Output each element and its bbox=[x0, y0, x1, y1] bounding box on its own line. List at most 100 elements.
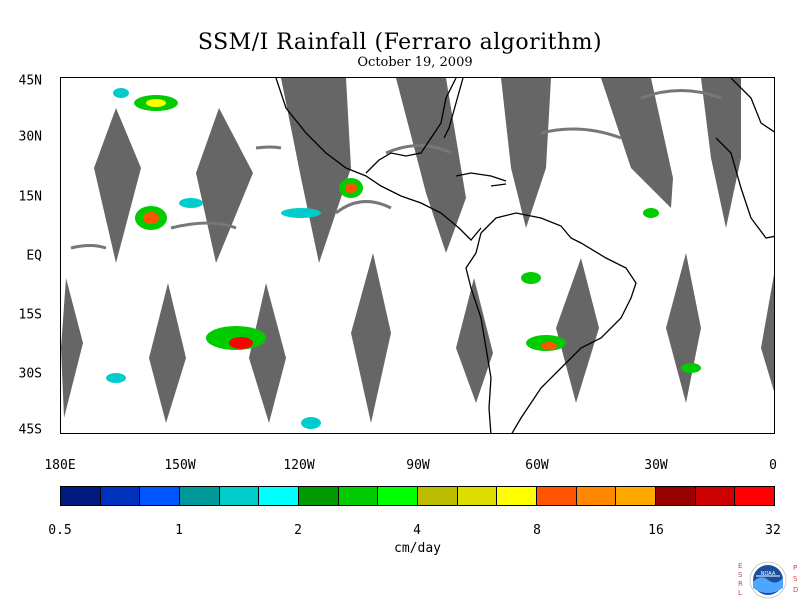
swath-gaps-south bbox=[61, 253, 774, 423]
y-axis-label: 45N bbox=[18, 73, 42, 89]
swath-arc bbox=[540, 127, 622, 140]
coastline-south-america-east bbox=[480, 212, 637, 433]
colorbar-tick-label: 32 bbox=[765, 523, 781, 538]
y-axis-label: 45S bbox=[18, 422, 42, 438]
colorbar-swatch bbox=[616, 487, 657, 505]
swath-gap bbox=[761, 274, 774, 392]
swath-gap bbox=[601, 78, 673, 208]
rain-cell bbox=[643, 208, 659, 218]
colorbar-tick-label: 4 bbox=[413, 523, 421, 538]
rain-cell bbox=[541, 342, 557, 350]
y-axis-label: EQ bbox=[26, 248, 42, 264]
colorbar-swatch bbox=[735, 487, 775, 505]
colorbar-swatch bbox=[497, 487, 538, 505]
noaa-logo-text: NOAA bbox=[761, 571, 776, 577]
colorbar-swatch bbox=[180, 487, 220, 505]
coastline-africa-west bbox=[715, 137, 774, 239]
swath-gap bbox=[701, 78, 741, 228]
colorbar-tick-label: 2 bbox=[294, 523, 302, 538]
x-axis-label: 0 bbox=[769, 458, 777, 473]
rain-cell bbox=[229, 337, 253, 349]
colorbar-swatch bbox=[656, 487, 696, 505]
x-axis-label: 30W bbox=[644, 458, 668, 473]
swath-gap bbox=[149, 283, 186, 423]
x-axis-label: 60W bbox=[525, 458, 549, 473]
swath-gap bbox=[666, 253, 701, 403]
x-axis-label: 150W bbox=[164, 458, 196, 473]
colorbar-swatch bbox=[537, 487, 577, 505]
swath-gaps-north bbox=[94, 78, 741, 263]
colorbar-tick-label: 8 bbox=[533, 523, 541, 538]
colorbar-swatch bbox=[219, 487, 260, 505]
chart-title: SSM/I Rainfall (Ferraro algorithm) bbox=[197, 30, 603, 55]
rain-cell bbox=[179, 198, 203, 208]
colorbar-swatch bbox=[338, 487, 379, 505]
rain-cell bbox=[143, 212, 159, 224]
colorbar bbox=[60, 486, 775, 506]
coastlines bbox=[275, 78, 774, 433]
logo-letter: S bbox=[793, 575, 798, 583]
swath-gap bbox=[456, 278, 493, 403]
coastline-cuba bbox=[455, 172, 507, 182]
colorbar-units: cm/day bbox=[394, 541, 441, 556]
chart-subtitle: October 19, 2009 bbox=[357, 55, 473, 70]
swath-arc bbox=[640, 89, 722, 100]
swath-arc bbox=[170, 221, 237, 230]
coastline-europe bbox=[730, 78, 774, 133]
colorbar-swatch bbox=[299, 487, 339, 505]
noaa-logo: NOAA E S R L P S D bbox=[736, 560, 800, 600]
coastline-gulf-of-mexico bbox=[365, 78, 457, 174]
colorbar-swatch bbox=[418, 487, 458, 505]
rainfall-patches bbox=[106, 88, 701, 429]
logo-letter: P bbox=[793, 564, 798, 572]
coastline-hispaniola bbox=[490, 183, 507, 187]
colorbar-swatch bbox=[140, 487, 181, 505]
swath-gap bbox=[196, 108, 253, 263]
logo-letter: S bbox=[738, 571, 743, 579]
x-axis-label: 120W bbox=[283, 458, 315, 473]
map-canvas bbox=[61, 78, 774, 433]
swath-gap bbox=[61, 278, 83, 418]
colorbar-swatch bbox=[695, 487, 736, 505]
rainfall-map bbox=[60, 77, 775, 434]
colorbar-tick-label: 0.5 bbox=[48, 523, 72, 538]
rain-cell bbox=[681, 363, 701, 373]
swath-gap bbox=[249, 283, 286, 423]
swath-gap bbox=[556, 258, 599, 403]
colorbar-swatch bbox=[61, 487, 101, 505]
logo-letter: E bbox=[738, 562, 743, 570]
colorbar-swatch bbox=[378, 487, 419, 505]
y-axis-label: 15N bbox=[18, 189, 42, 205]
colorbar-swatch bbox=[457, 487, 498, 505]
swath-gap bbox=[94, 108, 141, 263]
coastline-south-america-west bbox=[465, 232, 492, 433]
colorbar-swatch bbox=[259, 487, 300, 505]
rain-cell bbox=[521, 272, 541, 284]
noaa-logo-mark: NOAA bbox=[749, 561, 787, 599]
rain-cell bbox=[301, 417, 321, 429]
swath-arc bbox=[385, 144, 452, 155]
swath-gap bbox=[351, 253, 391, 423]
rain-cell bbox=[345, 183, 357, 193]
coastline-north-america-pacific bbox=[275, 78, 482, 241]
logo-letter: L bbox=[738, 589, 742, 597]
colorbar-tick-label: 1 bbox=[175, 523, 183, 538]
rain-cell bbox=[106, 373, 126, 383]
y-axis-label: 15S bbox=[18, 307, 42, 323]
colorbar-swatch bbox=[576, 487, 617, 505]
rain-cell bbox=[281, 208, 321, 218]
swath-arc bbox=[70, 244, 107, 250]
colorbar-swatch bbox=[100, 487, 141, 505]
swath-gap bbox=[501, 78, 551, 228]
rain-cell bbox=[146, 99, 166, 107]
colorbar-tick-label: 16 bbox=[648, 523, 664, 538]
swath-gap bbox=[281, 78, 351, 263]
rain-cell bbox=[113, 88, 129, 98]
coastline-us-east bbox=[443, 78, 464, 139]
swath-arc bbox=[255, 145, 282, 150]
y-axis-label: 30S bbox=[18, 366, 42, 382]
swath-arcs bbox=[70, 89, 722, 250]
logo-letter: R bbox=[738, 580, 743, 588]
x-axis-label: 90W bbox=[406, 458, 430, 473]
y-axis-label: 30N bbox=[18, 129, 42, 145]
